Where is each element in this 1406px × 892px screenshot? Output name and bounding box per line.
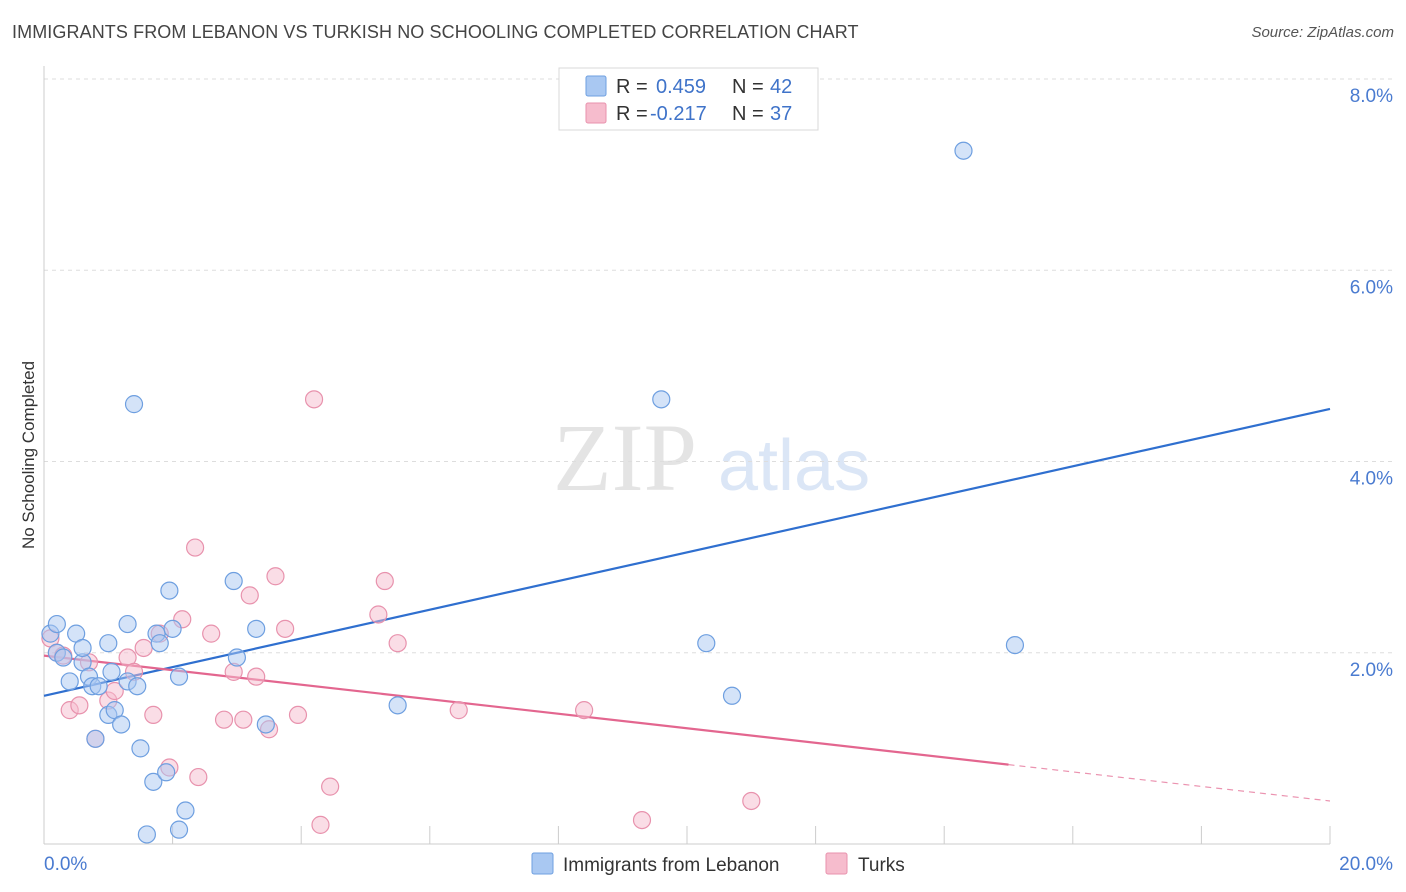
point-lebanon	[137, 825, 156, 844]
point-lebanon	[124, 395, 144, 414]
watermark: ZIP atlas	[553, 404, 870, 511]
point-lebanon	[99, 634, 118, 653]
point-lebanon	[160, 581, 179, 600]
point-lebanon	[169, 820, 189, 839]
y-axis-label: No Schooling Completed	[19, 361, 38, 549]
point-lebanon	[224, 571, 243, 591]
gridlines: 2.0% 4.0% 6.0% 8.0%	[44, 78, 1393, 681]
correlation-legend: R = 0.459 N = 42 R = -0.217 N = 37	[558, 67, 819, 131]
point-lebanon	[86, 729, 105, 748]
point-lebanon	[169, 667, 189, 686]
legend-n-label: N =	[732, 103, 764, 125]
x-tick-label-max: 20.0%	[1339, 854, 1393, 875]
point-lebanon	[73, 638, 92, 658]
point-turks	[144, 705, 163, 725]
legend-n-value: 42	[770, 76, 792, 98]
point-lebanon	[176, 801, 195, 820]
point-turks	[632, 810, 652, 830]
legend-swatch-pink	[585, 102, 607, 124]
axes	[43, 66, 1331, 845]
trend-line-lebanon	[43, 407, 1331, 697]
point-turks	[288, 705, 308, 725]
point-turks	[234, 710, 253, 729]
legend-swatch-turks	[825, 852, 848, 875]
legend-r-value: -0.217	[650, 103, 707, 125]
legend-r-label: R =	[616, 76, 648, 98]
trend-lines	[43, 407, 1331, 802]
chart-title: IMMIGRANTS FROM LEBANON VS TURKISH NO SC…	[12, 22, 859, 42]
point-turks	[304, 390, 324, 409]
point-turks	[311, 815, 330, 834]
trend-line-turks	[43, 654, 1009, 766]
point-turks	[240, 586, 259, 605]
point-lebanon	[128, 677, 147, 696]
point-turks	[742, 791, 761, 811]
x-tick-label-min: 0.0%	[44, 854, 87, 875]
point-lebanon	[118, 614, 137, 634]
point-lebanon	[144, 772, 163, 791]
point-lebanon	[722, 686, 742, 705]
point-lebanon	[54, 648, 73, 667]
point-lebanon	[954, 141, 973, 160]
point-turks	[134, 638, 153, 658]
point-lebanon	[112, 715, 131, 734]
point-turks	[247, 667, 266, 686]
legend-n-value: 37	[770, 103, 792, 125]
point-turks	[276, 619, 295, 638]
legend-swatch-blue	[585, 75, 607, 97]
point-turks	[388, 634, 407, 653]
point-lebanon	[1005, 635, 1025, 655]
point-turks	[449, 701, 468, 720]
legend-swatch-lebanon	[531, 852, 554, 875]
y-tick-label: 6.0%	[1350, 277, 1393, 298]
point-lebanon	[163, 619, 182, 638]
source-label: Source: ZipAtlas.com	[1251, 24, 1394, 41]
point-lebanon	[697, 634, 716, 653]
point-lebanon	[157, 763, 176, 782]
point-turks	[375, 571, 394, 591]
legend-r-label: R =	[616, 103, 648, 125]
point-lebanon	[256, 715, 275, 734]
point-lebanon	[60, 672, 79, 691]
legend-label-turks: Turks	[858, 855, 905, 876]
legend-r-value: 0.459	[656, 76, 706, 98]
point-turks	[575, 701, 594, 720]
legend-n-label: N =	[732, 76, 764, 98]
point-turks	[266, 567, 285, 586]
point-lebanon	[131, 739, 150, 758]
point-lebanon	[227, 648, 246, 667]
watermark-atlas: atlas	[718, 426, 870, 506]
point-lebanon	[102, 662, 121, 681]
series-legend: Immigrants from Lebanon Turks	[531, 852, 905, 876]
point-lebanon	[247, 619, 266, 638]
point-turks	[214, 710, 234, 729]
point-turks	[369, 605, 388, 624]
point-lebanon	[89, 677, 108, 696]
point-lebanon	[150, 634, 169, 653]
point-lebanon	[47, 614, 66, 634]
data-points	[41, 141, 1025, 844]
point-turks	[321, 777, 340, 796]
point-lebanon	[388, 696, 407, 715]
trend-line-turks-extension	[1008, 764, 1331, 802]
point-turks	[186, 538, 205, 557]
point-lebanon	[652, 390, 671, 409]
watermark-zip: ZIP	[553, 404, 697, 511]
y-tick-label: 4.0%	[1350, 469, 1393, 490]
point-turks	[70, 696, 89, 715]
point-turks	[189, 767, 208, 787]
legend-label-lebanon: Immigrants from Lebanon	[563, 855, 780, 876]
y-tick-label: 8.0%	[1350, 86, 1393, 107]
point-turks	[202, 624, 221, 643]
y-tick-label: 2.0%	[1350, 660, 1393, 681]
